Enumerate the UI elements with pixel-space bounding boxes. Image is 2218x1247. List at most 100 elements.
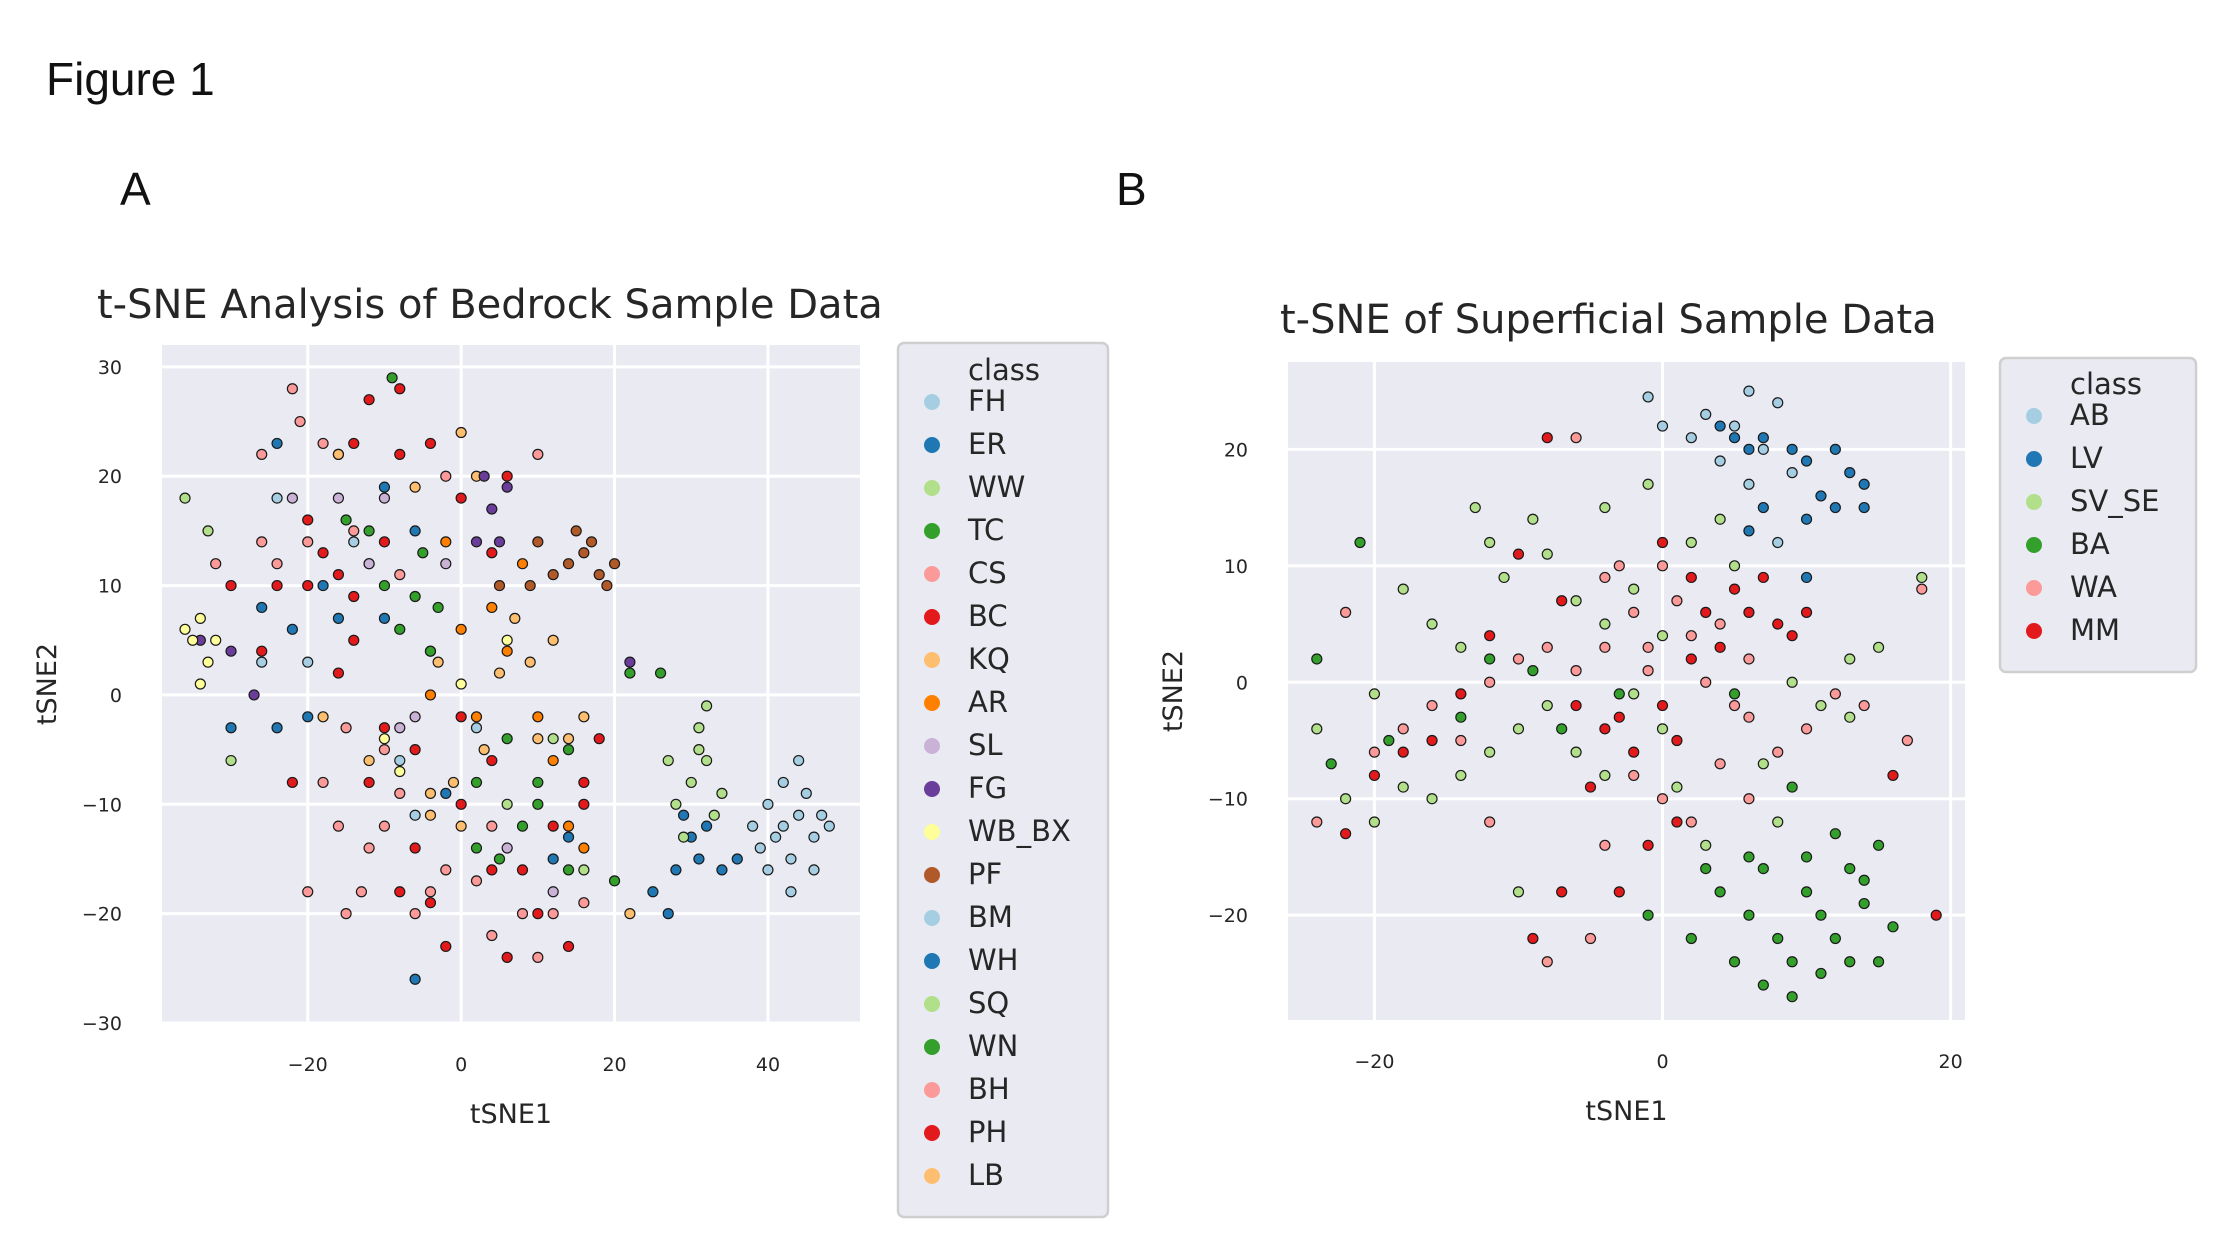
series-PF [493, 525, 621, 592]
data-point [1930, 909, 1942, 921]
data-point [1613, 886, 1625, 898]
data-point [593, 569, 605, 581]
y-tick-label: 0 [1236, 672, 1248, 694]
data-point [1858, 699, 1870, 712]
data-point [1916, 583, 1928, 595]
data-point [317, 579, 329, 592]
data-point [501, 733, 513, 745]
series-PH [286, 383, 590, 920]
x-tick-label: 40 [756, 1054, 780, 1076]
data-point [1311, 723, 1323, 735]
legend-entry: AR [968, 685, 1008, 719]
legend-marker [2026, 537, 2042, 553]
data-point [1728, 956, 1741, 968]
legend-entry: SV_SE [2070, 484, 2159, 518]
data-point [424, 437, 437, 450]
data-point [1484, 676, 1496, 688]
data-point [1541, 432, 1553, 444]
data-point [302, 579, 314, 592]
data-point [1685, 653, 1697, 665]
legend-marker [924, 1082, 940, 1098]
data-point [1570, 665, 1582, 677]
data-point [409, 481, 421, 493]
legend-entry: WW [968, 470, 1025, 504]
data-point [225, 722, 237, 734]
series-BM [256, 448, 483, 821]
data-point [1671, 781, 1683, 793]
data-point [394, 722, 406, 734]
data-point [524, 579, 536, 592]
data-point [1829, 443, 1841, 455]
data-point [1743, 653, 1755, 665]
data-point [486, 601, 498, 614]
data-point [1426, 618, 1438, 630]
data-point [317, 437, 329, 450]
data-point [1628, 688, 1640, 700]
data-point [332, 492, 345, 504]
data-point [1527, 665, 1539, 677]
data-point [1628, 583, 1640, 595]
data-point [424, 897, 437, 909]
data-point [1728, 583, 1741, 595]
data-point [1527, 932, 1539, 945]
data-point [516, 820, 529, 832]
legend-entry: TC [967, 513, 1004, 547]
x-axis-label: tSNE1 [470, 1099, 552, 1130]
data-point [1800, 571, 1813, 584]
y-tick-label: 10 [1224, 556, 1248, 578]
data-point [1484, 536, 1496, 549]
data-point [808, 864, 820, 876]
data-point [409, 809, 421, 821]
data-point [1599, 839, 1611, 851]
data-point [532, 733, 544, 745]
panel-label-a: A [120, 163, 151, 215]
legend-marker [2026, 494, 2042, 510]
x-tick-label: −20 [1354, 1051, 1394, 1073]
data-point [348, 437, 360, 450]
data-point [547, 634, 559, 646]
data-point [1656, 630, 1669, 642]
data-point [455, 798, 467, 810]
series-LB [317, 448, 590, 832]
legend-marker [924, 738, 940, 754]
data-point [340, 908, 352, 920]
data-point [1325, 758, 1337, 770]
data-point [1383, 734, 1395, 747]
data-point [394, 569, 406, 581]
data-point [378, 536, 391, 548]
data-point [1728, 688, 1741, 700]
data-point [302, 514, 314, 526]
x-axis-label: tSNE1 [1585, 1096, 1667, 1127]
data-point [1872, 839, 1885, 851]
data-point [348, 634, 360, 646]
data-point [432, 656, 444, 668]
data-point [1800, 851, 1813, 863]
data-point [793, 809, 805, 821]
data-point [1743, 606, 1755, 618]
data-point [1469, 501, 1481, 514]
data-point [302, 711, 314, 723]
legend-marker [924, 652, 940, 668]
legend-entry: PF [968, 857, 1002, 891]
data-point [1340, 828, 1352, 840]
data-point [1455, 734, 1467, 747]
data-point [317, 547, 329, 559]
data-point [271, 492, 283, 504]
data-point [1426, 734, 1438, 747]
data-point [1829, 501, 1841, 514]
data-point [1570, 595, 1582, 607]
data-point [547, 754, 559, 767]
data-point [1541, 699, 1553, 712]
data-point [800, 787, 812, 799]
data-point [1570, 699, 1582, 712]
data-point [378, 492, 391, 504]
data-point [708, 809, 720, 821]
data-point [509, 612, 521, 624]
data-point [762, 864, 774, 876]
data-point [348, 590, 360, 603]
data-point [1700, 408, 1712, 421]
data-point [470, 875, 483, 887]
data-point [1872, 956, 1885, 968]
data-point [1743, 478, 1755, 490]
data-point [1772, 397, 1784, 409]
